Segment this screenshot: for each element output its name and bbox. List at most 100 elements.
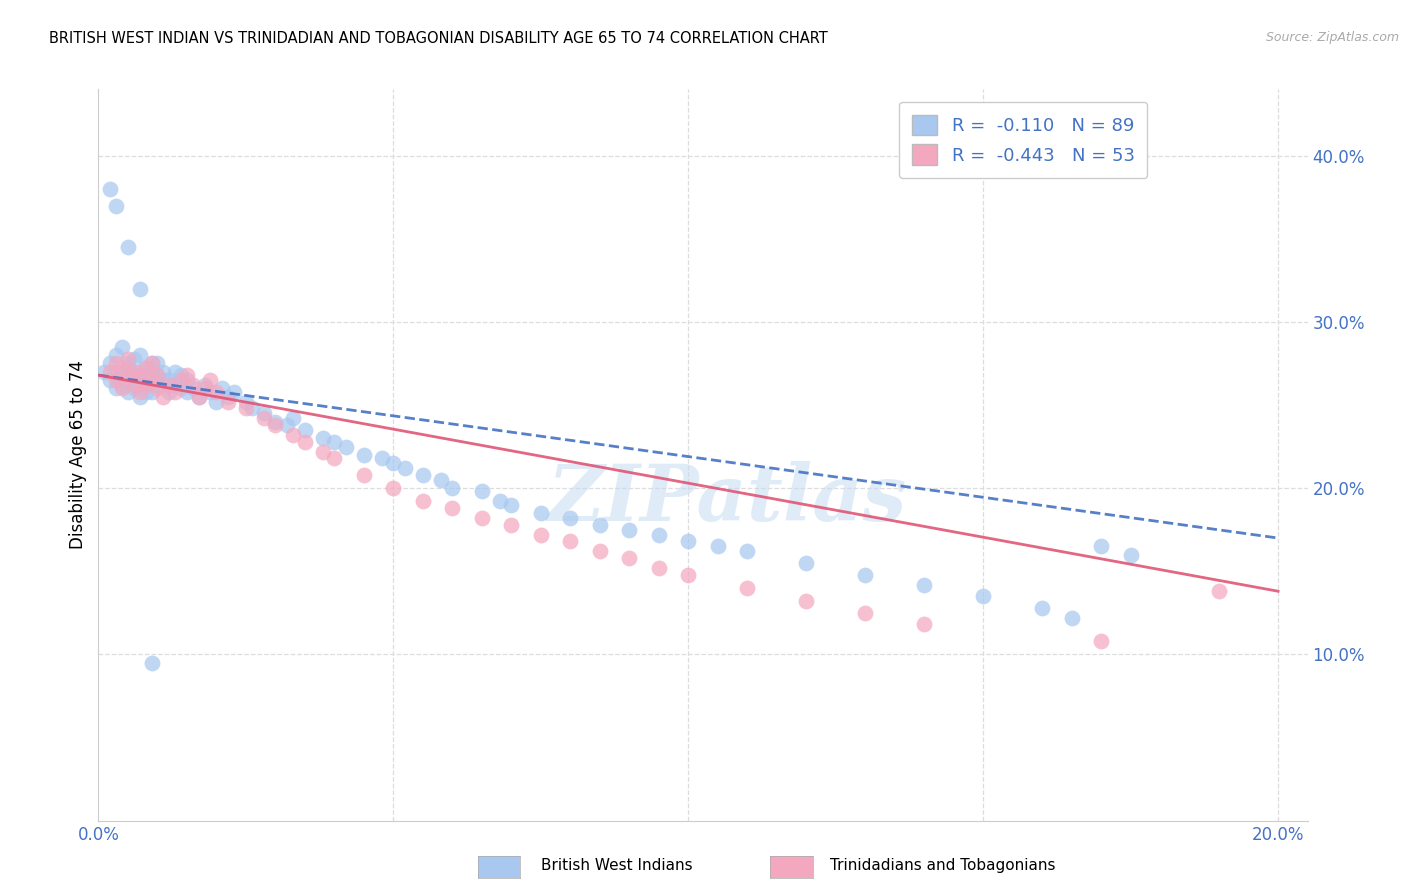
- Point: [135, 361, 157, 376]
- Point: [141, 356, 163, 370]
- Point: [412, 494, 434, 508]
- Point: [187, 390, 209, 404]
- Point: [105, 373, 128, 387]
- Point: [122, 365, 145, 379]
- Point: [122, 381, 145, 395]
- Point: [98, 356, 121, 370]
- Point: [530, 506, 553, 520]
- Point: [1208, 584, 1230, 599]
- Point: [98, 373, 121, 387]
- Point: [441, 501, 464, 516]
- Point: [117, 384, 139, 399]
- Point: [648, 561, 671, 575]
- Point: [370, 451, 392, 466]
- Point: [853, 567, 876, 582]
- Point: [264, 417, 287, 432]
- Point: [619, 523, 641, 537]
- Point: [157, 373, 180, 387]
- Point: [648, 527, 671, 541]
- Point: [181, 378, 204, 392]
- Point: [141, 368, 163, 383]
- Point: [678, 567, 700, 582]
- Point: [105, 348, 128, 362]
- Point: [912, 577, 935, 591]
- Point: [111, 365, 134, 379]
- Point: [117, 240, 139, 254]
- Point: [105, 381, 128, 395]
- Point: [706, 539, 728, 553]
- Legend: R =  -0.110   N = 89, R =  -0.443   N = 53: R = -0.110 N = 89, R = -0.443 N = 53: [900, 102, 1147, 178]
- Point: [252, 411, 274, 425]
- Point: [176, 368, 198, 383]
- Point: [240, 401, 263, 416]
- Point: [128, 348, 150, 362]
- Point: [152, 365, 174, 379]
- Point: [1090, 539, 1112, 553]
- Point: [105, 356, 128, 370]
- Point: [128, 373, 150, 387]
- Point: [589, 544, 612, 558]
- Point: [111, 378, 134, 392]
- Point: [589, 517, 612, 532]
- Point: [141, 384, 163, 399]
- Text: Source: ZipAtlas.com: Source: ZipAtlas.com: [1265, 31, 1399, 45]
- Point: [972, 589, 994, 603]
- Point: [323, 451, 346, 466]
- Point: [141, 373, 163, 387]
- Point: [105, 198, 128, 212]
- Point: [211, 381, 233, 395]
- Point: [135, 373, 157, 387]
- Point: [281, 411, 304, 425]
- Point: [122, 351, 145, 366]
- Point: [176, 373, 198, 387]
- Point: [194, 381, 217, 395]
- Point: [152, 390, 174, 404]
- Point: [165, 384, 187, 399]
- Point: [157, 384, 180, 399]
- Text: ZIPatlas: ZIPatlas: [547, 460, 907, 537]
- Point: [335, 440, 357, 454]
- Point: [735, 544, 758, 558]
- Point: [146, 368, 169, 383]
- Point: [122, 368, 145, 383]
- Point: [1060, 611, 1083, 625]
- Point: [311, 431, 333, 445]
- Point: [165, 365, 187, 379]
- Point: [157, 378, 180, 392]
- Point: [222, 384, 245, 399]
- Point: [311, 444, 333, 458]
- Point: [135, 384, 157, 399]
- Point: [235, 394, 257, 409]
- Point: [200, 373, 222, 387]
- Point: [187, 390, 209, 404]
- Point: [128, 365, 150, 379]
- Point: [560, 534, 582, 549]
- Point: [560, 511, 582, 525]
- Point: [128, 390, 150, 404]
- Point: [382, 481, 405, 495]
- Point: [165, 378, 187, 392]
- Point: [141, 656, 163, 670]
- Point: [217, 394, 239, 409]
- Point: [853, 606, 876, 620]
- Point: [135, 361, 157, 376]
- Point: [117, 373, 139, 387]
- Point: [678, 534, 700, 549]
- Point: [281, 428, 304, 442]
- Point: [471, 484, 494, 499]
- Point: [135, 378, 157, 392]
- Point: [530, 527, 553, 541]
- Point: [122, 378, 145, 392]
- Point: [128, 282, 150, 296]
- Text: BRITISH WEST INDIAN VS TRINIDADIAN AND TOBAGONIAN DISABILITY AGE 65 TO 74 CORREL: BRITISH WEST INDIAN VS TRINIDADIAN AND T…: [49, 31, 828, 46]
- Point: [294, 434, 316, 449]
- Point: [1031, 600, 1053, 615]
- Point: [1090, 634, 1112, 648]
- Point: [146, 378, 169, 392]
- Point: [794, 556, 817, 570]
- Point: [264, 415, 287, 429]
- Point: [98, 182, 121, 196]
- Point: [111, 340, 134, 354]
- Point: [501, 517, 523, 532]
- Point: [294, 423, 316, 437]
